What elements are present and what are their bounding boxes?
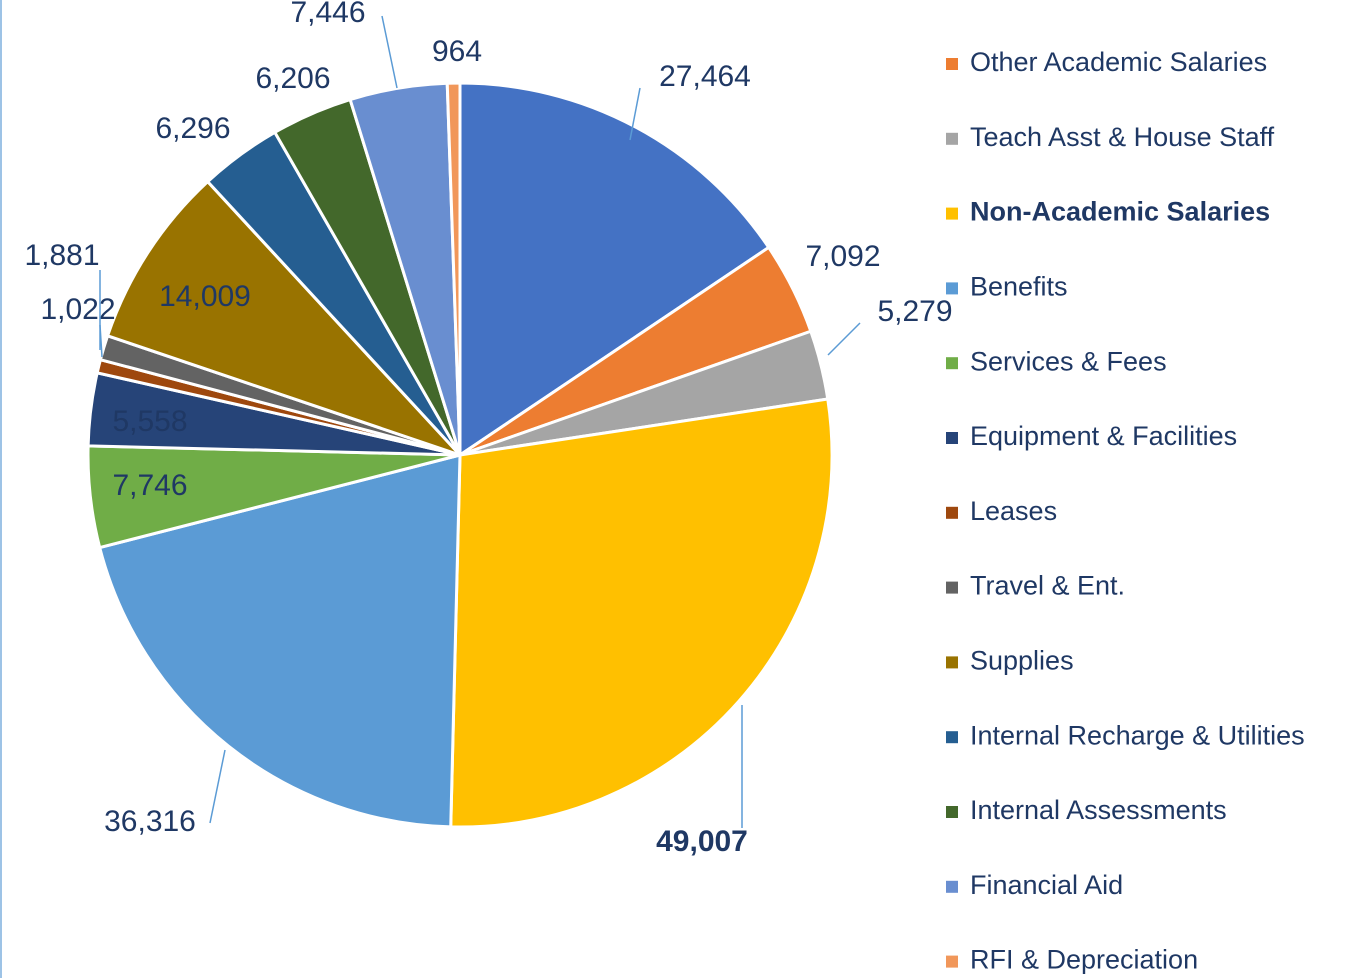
leader-line xyxy=(629,87,641,141)
legend-label: Benefits xyxy=(970,272,1068,302)
legend-label: Travel & Ent. xyxy=(970,571,1125,601)
legend-marker xyxy=(946,432,958,444)
pie-slice xyxy=(445,81,462,456)
legend-label: RFI & Depreciation xyxy=(970,945,1198,975)
legend-marker xyxy=(946,357,958,370)
legend-marker xyxy=(946,806,958,818)
legend-marker xyxy=(946,731,958,744)
legend-label: Financial Aid xyxy=(970,870,1123,900)
pie-slice xyxy=(458,81,771,458)
pie-slice xyxy=(105,179,462,457)
legend-label: Equipment & Facilities xyxy=(970,421,1237,451)
data-label: 1,881 xyxy=(24,239,99,272)
data-label: 6,206 xyxy=(255,62,330,95)
leader-line xyxy=(209,749,226,824)
data-label: 49,007 xyxy=(656,825,748,858)
legend-marker xyxy=(946,506,958,519)
legend-marker xyxy=(946,58,958,70)
data-label: 14,009 xyxy=(159,280,251,313)
data-label: 36,316 xyxy=(104,805,196,838)
data-label: 6,296 xyxy=(155,112,230,145)
legend-marker xyxy=(946,581,958,594)
pie-slice xyxy=(97,453,462,829)
legend-label: Leases xyxy=(970,496,1057,526)
data-label: 5,279 xyxy=(877,295,952,328)
data-label: 7,092 xyxy=(805,240,880,273)
data-label: 27,464 xyxy=(659,60,751,93)
data-label: 7,746 xyxy=(112,469,187,502)
legend-label: Non-Academic Salaries xyxy=(970,197,1270,227)
data-label: 5,558 xyxy=(112,405,187,438)
legend-marker xyxy=(946,955,958,968)
legend-marker xyxy=(946,656,958,669)
pie-slice xyxy=(449,397,834,829)
legend-label: Services & Fees xyxy=(970,346,1167,376)
legend-marker xyxy=(946,282,958,295)
data-label: 1,022 xyxy=(40,293,115,326)
legend-label: Teach Asst & House Staff xyxy=(970,122,1275,152)
leader-line xyxy=(381,15,398,89)
legend-label: Supplies xyxy=(970,646,1074,676)
data-label: 964 xyxy=(432,35,482,68)
data-label: 7,446 xyxy=(290,0,365,29)
legend-marker xyxy=(946,132,958,145)
legend-marker xyxy=(946,880,958,893)
legend-label: Other Academic Salaries xyxy=(970,47,1267,77)
legend-marker xyxy=(946,207,958,220)
leader-line xyxy=(827,322,861,356)
legend-label: Internal Assessments xyxy=(970,795,1227,825)
legend-label: Internal Recharge & Utilities xyxy=(970,720,1305,750)
